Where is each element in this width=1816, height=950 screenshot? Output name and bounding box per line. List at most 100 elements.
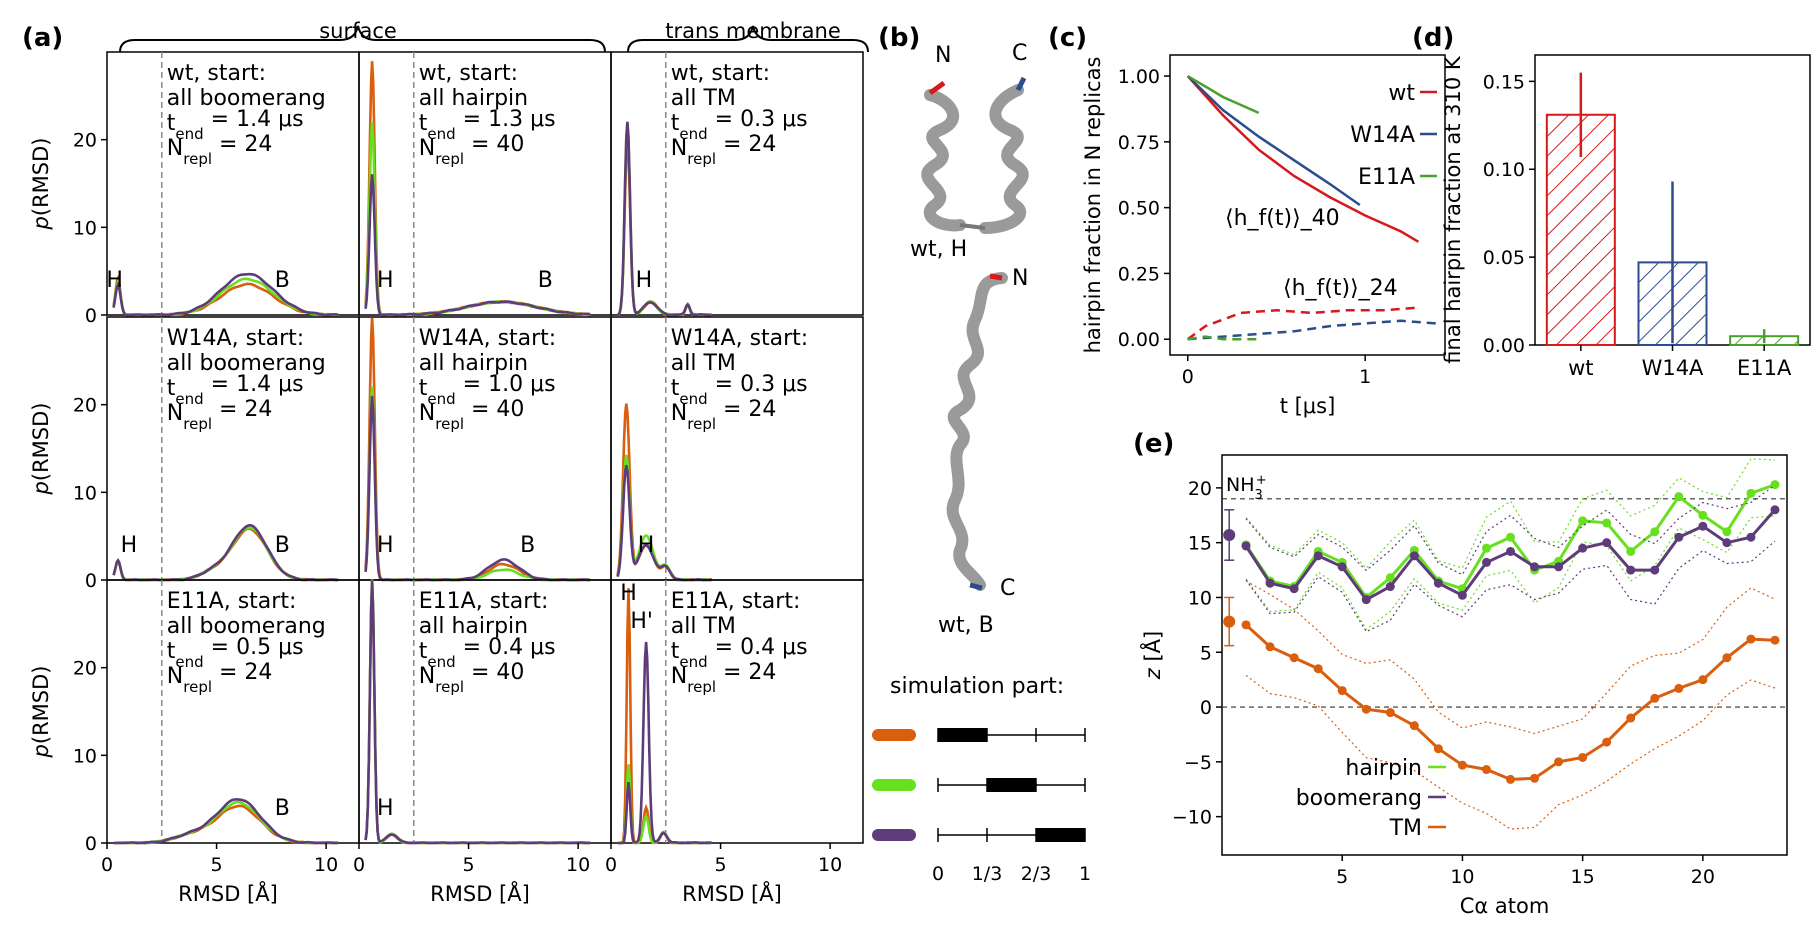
c-legend-label-0: wt [1388,81,1415,106]
annot-line-1-2-0: W14A, start: [671,326,808,351]
d-ytick-label-1: 0.05 [1483,247,1525,269]
peak-label-1-1-1: B [520,533,535,558]
e-point-boomerang-8 [1433,578,1443,588]
surface-group-label: surface [319,19,397,43]
e-point-TM-18 [1674,683,1684,693]
e-ylabel: z [Å] [1139,631,1165,680]
d-xtick-label-0: wt [1568,356,1593,380]
c-legend-label-2: E11A [1358,165,1415,190]
e-point-hairpin-21 [1746,488,1756,498]
e-point-hairpin-19 [1698,510,1708,520]
tm-group-label: trans membrane [665,19,841,43]
peak-label-1-0-0: H [121,533,138,558]
subplot-frame-2-2 [610,579,864,844]
e-point-boomerang-14 [1578,543,1588,553]
annot-tend-2-0: tend = 0.5 μs [167,635,304,671]
helix-top-c-label: C [1012,41,1027,66]
c-annot-24: ⟨h_f(t)⟩_24 [1283,276,1398,301]
peak-label-0-1-0: H [377,268,394,293]
annot-tend-1-1: tend = 1.0 μs [419,372,556,408]
e-point-hairpin-22 [1770,480,1780,490]
peak-label-0-0-0: H [106,268,123,293]
helix-top-n-label: N [935,43,951,68]
a-xlabel-1: RMSD [Å] [430,880,530,906]
e-point-boomerang-19 [1698,521,1708,531]
sim-segment-0 [938,728,987,742]
e-point-boomerang-13 [1554,562,1564,572]
annot-tend-1-2: tend = 0.3 μs [671,372,808,408]
annot-nrepl-2-0: Nrepl = 24 [167,660,273,696]
e-point-TM-1 [1265,642,1275,652]
e-point-hairpin-18 [1674,492,1684,502]
e-point-boomerang-11 [1506,546,1516,556]
a-xtick-label-0-0: 0 [101,854,113,876]
annot-tend-0-1: tend = 1.3 μs [419,107,556,143]
e-point-TM-9 [1457,760,1467,770]
subplot-frame-0-2 [610,51,864,316]
helix-top-caption: wt, H [910,237,967,262]
annot-tend-2-2: tend = 0.4 μs [671,635,808,671]
annot-tend-1-0: tend = 1.4 μs [167,372,304,408]
a-ytick-label-1-0: 0 [85,570,97,592]
c-series-W14A-solid [1186,75,1361,207]
a-xlabel-2: RMSD [Å] [682,880,782,906]
a-ylabel-1: p(RMSD) [29,403,53,496]
annot-line-0-0-0: wt, start: [167,61,266,86]
e-band-upper-TM [1245,580,1776,735]
annot-line-1-1-0: W14A, start: [419,326,556,351]
d-ylabel: final hairpin fraction at 310 K [1441,55,1465,364]
c-series-E11A-solid [1187,75,1260,115]
e-point-hairpin-6 [1385,573,1395,583]
c-xlabel: t [μs] [1280,394,1336,418]
e-point-boomerang-10 [1481,557,1491,567]
d-ytick-label-2: 0.10 [1483,159,1525,181]
surface-brace [119,25,606,53]
e-point-boomerang-9 [1457,590,1467,600]
e-ytick-label-3: 5 [1200,642,1212,664]
annot-nrepl-0-2: Nrepl = 24 [671,132,777,168]
e-point-boomerang-17 [1650,565,1660,575]
a-ytick-label-0-0: 0 [85,305,97,327]
e-point-TM-3 [1313,664,1323,674]
sim-tick-label-0: 0 [932,863,944,885]
d-ytick-label-3: 0.15 [1483,71,1525,93]
peak-label-0-0-1: B [275,268,290,293]
e-point-TM-0 [1241,620,1251,630]
e-point-boomerang-16 [1626,565,1636,575]
e-point-TM-16 [1626,713,1636,723]
annot-line-2-0-0: E11A, start: [167,589,297,614]
a-ytick-label-1-1: 10 [73,482,97,504]
panel-label-b: (b) [878,23,920,53]
annot-nrepl-1-1: Nrepl = 40 [419,397,525,433]
annot-nrepl-2-1: Nrepl = 40 [419,660,525,696]
e-legend-label-2: TM [1389,816,1422,841]
sim-title: simulation part: [890,674,1064,699]
annot-nrepl-1-2: Nrepl = 24 [671,397,777,433]
helix-bottom-n-label: N [1012,266,1028,291]
peak-label-2-2-0: H [620,581,637,606]
e-point-TM-7 [1409,721,1419,731]
e-point-TM-15 [1602,737,1612,747]
e-point-TM-14 [1578,752,1588,762]
rmsd-curve-2-0-1 [113,800,339,845]
e-point-boomerang-0 [1241,541,1251,551]
rmsd-curve-0-2-2 [617,122,712,317]
rmsd-curve-1-1-2 [364,395,591,582]
rmsd-curve-2-0-0 [113,804,339,845]
annot-line-0-2-0: wt, start: [671,61,770,86]
annot-tend-0-2: tend = 0.3 μs [671,107,808,143]
panel-label-c: (c) [1048,23,1087,53]
sim-tick-label-3: 1 [1079,863,1091,885]
e-point-TM-4 [1337,686,1347,696]
e-point-TM-13 [1554,757,1564,767]
e-ytick-label-6: 20 [1188,478,1212,500]
helix-bottom-caption: wt, B [938,613,994,638]
c-legend-label-1: W14A [1350,123,1415,148]
c-frame [1169,54,1446,356]
e-ytick-label-5: 15 [1188,533,1212,555]
e-point-boomerang-6 [1385,582,1395,592]
annot-line-1-2-1: all TM [671,351,736,376]
rmsd-curve-2-0-2 [113,798,339,845]
d-xtick-label-2: E11A [1737,356,1792,380]
